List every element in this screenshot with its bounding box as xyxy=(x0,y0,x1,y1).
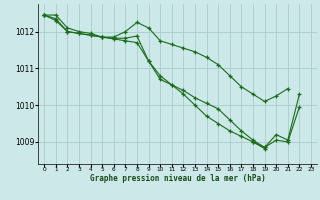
X-axis label: Graphe pression niveau de la mer (hPa): Graphe pression niveau de la mer (hPa) xyxy=(90,174,266,183)
